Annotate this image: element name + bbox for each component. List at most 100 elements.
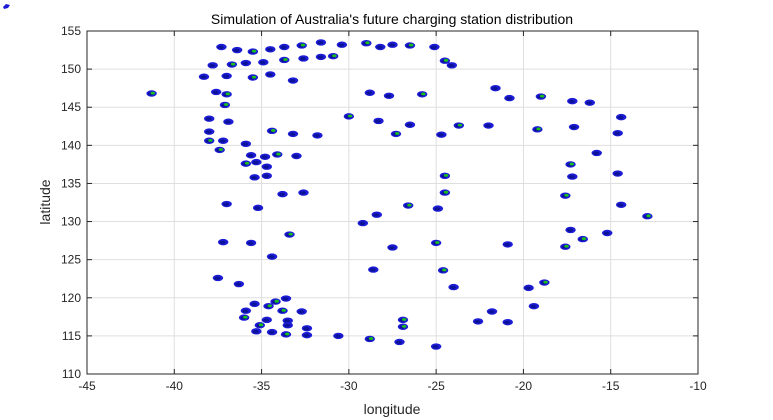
data-point	[240, 160, 252, 167]
data-point	[483, 122, 494, 129]
data-point	[560, 243, 571, 250]
data-point	[226, 61, 238, 68]
data-point	[387, 41, 398, 48]
y-tick-label: 125	[61, 253, 81, 267]
x-axis-label: longitude	[364, 401, 421, 417]
data-point	[612, 170, 623, 177]
data-point	[397, 323, 409, 330]
data-point	[298, 55, 309, 62]
data-point	[568, 123, 580, 131]
data-point	[486, 308, 498, 315]
data-point	[472, 318, 484, 325]
data-point	[642, 213, 653, 220]
data-point	[394, 338, 405, 346]
data-point	[263, 302, 274, 310]
data-point	[207, 62, 218, 69]
data-point	[387, 244, 398, 251]
data-point	[615, 113, 627, 121]
data-point	[240, 140, 252, 148]
data-point	[219, 101, 231, 109]
data-point	[266, 253, 278, 260]
data-point	[343, 113, 355, 120]
data-point	[532, 126, 543, 133]
data-point	[245, 152, 257, 159]
y-axis-ticks: 110 115 120 125 130 135 140 145 150 155	[61, 24, 698, 381]
data-point	[333, 332, 344, 340]
data-point	[446, 62, 458, 69]
data-point	[364, 335, 376, 343]
data-point	[249, 300, 260, 308]
data-point	[567, 173, 578, 180]
data-point	[432, 205, 444, 212]
data-point	[404, 42, 416, 49]
data-point	[270, 298, 281, 305]
data-point	[249, 174, 260, 181]
data-point	[272, 151, 283, 158]
data-point	[327, 52, 339, 60]
data-point	[439, 57, 451, 64]
data-point	[258, 59, 269, 66]
x-tick-label: -25	[427, 379, 445, 393]
data-point	[261, 172, 273, 180]
plot-area	[87, 31, 698, 374]
data-point	[523, 284, 534, 292]
data-point	[265, 46, 276, 53]
y-tick-label: 140	[61, 138, 81, 152]
data-point	[375, 43, 386, 51]
data-point	[416, 91, 428, 98]
data-point	[247, 74, 259, 81]
y-tick-label: 115	[62, 329, 81, 343]
x-tick-label: -10	[689, 379, 707, 393]
data-point	[245, 239, 257, 247]
data-point	[259, 153, 271, 160]
x-tick-label: -40	[166, 379, 184, 393]
data-point	[565, 226, 576, 234]
data-point	[261, 163, 273, 170]
data-point	[212, 274, 224, 282]
data-point	[252, 204, 264, 212]
data-point	[280, 295, 292, 302]
x-tick-label: -45	[78, 379, 96, 393]
data-point	[502, 318, 513, 326]
data-point	[490, 84, 501, 92]
data-point	[383, 92, 395, 99]
data-point	[266, 127, 278, 135]
data-point	[279, 56, 290, 64]
data-point	[361, 39, 372, 47]
data-point	[602, 229, 613, 237]
data-point	[284, 231, 295, 238]
data-point	[560, 192, 571, 199]
data-point	[539, 279, 550, 286]
data-point	[254, 322, 266, 329]
data-point	[240, 59, 252, 67]
data-point	[221, 200, 232, 208]
data-point	[233, 280, 245, 288]
data-point	[251, 158, 262, 166]
x-tick-label: -30	[340, 379, 358, 393]
data-point	[577, 235, 588, 243]
data-point	[364, 89, 376, 96]
data-point	[397, 316, 409, 324]
data-points	[146, 39, 653, 350]
x-tick-label: -35	[253, 379, 271, 393]
data-point	[217, 238, 229, 246]
data-point	[371, 211, 382, 218]
data-point	[612, 129, 623, 137]
data-point	[296, 308, 307, 315]
data-point	[390, 130, 402, 138]
data-point	[439, 172, 451, 180]
data-point	[565, 161, 576, 168]
data-point	[204, 128, 215, 135]
data-point	[266, 328, 278, 336]
data-point	[287, 77, 299, 84]
data-point	[453, 122, 465, 129]
y-tick-label: 155	[61, 24, 81, 38]
data-point	[277, 307, 288, 314]
data-point	[198, 73, 210, 80]
data-point	[210, 88, 222, 96]
data-point	[216, 43, 227, 51]
y-tick-label: 135	[61, 176, 81, 190]
axes-box	[86, 30, 699, 375]
data-point	[312, 132, 323, 139]
